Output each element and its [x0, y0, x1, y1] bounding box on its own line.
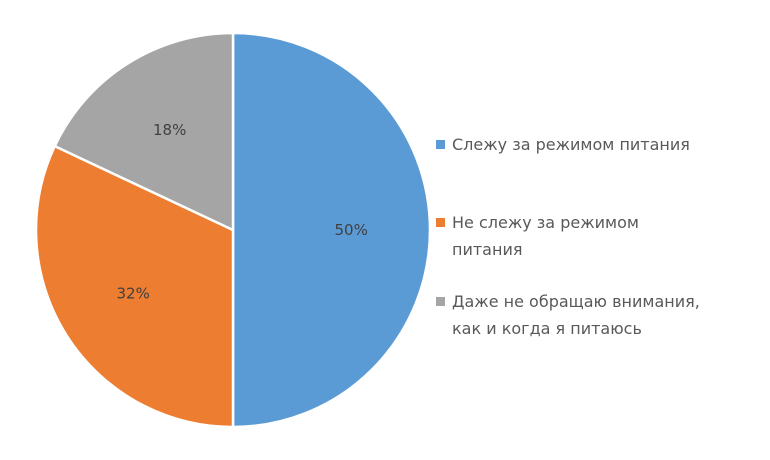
legend-item-1: Слежу за режимом питания	[436, 131, 756, 158]
legend-label-2-line-2: питания	[452, 240, 523, 259]
pie-data-labels: 50% 32% 18%	[117, 121, 368, 302]
legend-label-3-line-1: Даже не обращаю внимания,	[452, 292, 700, 311]
data-label-3: 18%	[153, 121, 186, 139]
pie-slice-1	[231, 31, 432, 429]
legend-label-3-line-2: как и когда я питаюсь	[452, 319, 642, 338]
legend-item-3: Даже не обращаю внимания, как и когда я …	[436, 288, 756, 342]
legend-swatch-2	[436, 218, 445, 227]
pie-slice-2	[34, 144, 235, 429]
legend-item-2: Не слежу за режимом питания	[436, 209, 756, 263]
pie-slice-3	[53, 31, 235, 232]
legend-swatch-1	[436, 140, 445, 149]
legend-label-1: Слежу за режимом питания	[452, 135, 690, 154]
data-label-2: 32%	[117, 284, 150, 302]
pie-slices	[34, 31, 432, 429]
data-label-1: 50%	[335, 221, 368, 239]
legend-swatch-3	[436, 297, 445, 306]
legend-label-2-line-1: Не слежу за режимом	[452, 213, 639, 232]
